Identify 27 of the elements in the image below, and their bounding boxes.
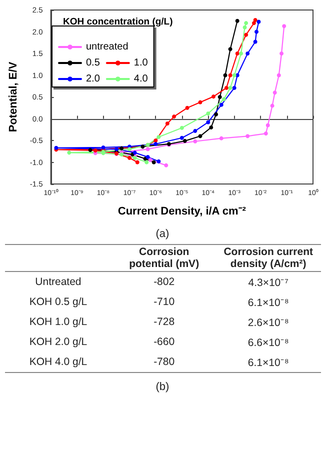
text: 4.3×10⁻⁷ [248, 277, 288, 289]
text: -710 [154, 296, 175, 308]
text: 6.1×10⁻⁸ [248, 297, 289, 309]
legend-label: 2.0 [86, 74, 100, 84]
text: 6.1×10⁻⁸ [248, 357, 289, 369]
legend-label: 1.0 [134, 58, 148, 68]
legend-label: 4.0 [134, 74, 148, 84]
x-axis-title: Current Density, i/A cm⁻² [118, 206, 246, 218]
text: (b) [154, 381, 170, 393]
legend-title: KOH concentration (g/L) [63, 16, 173, 28]
text: -660 [154, 336, 175, 348]
legend-label: 0.5 [86, 58, 100, 68]
category-label: Corrosion current density (A/cm²) [222, 245, 314, 272]
category-label: KOH 2.0 g/L [29, 336, 88, 348]
legend-label: untreated [86, 42, 128, 52]
text: 2.6×10⁻⁸ [248, 317, 289, 329]
text: (a) [154, 228, 170, 240]
category-label: Corrosion potential (mV) [128, 245, 200, 272]
category-label: KOH 4.0 g/L [29, 356, 88, 368]
category-label: KOH 1.0 g/L [29, 316, 88, 328]
y-axis-title: Potential, E/V [8, 61, 20, 132]
category-label: Untreated [35, 276, 82, 288]
text: -780 [154, 356, 175, 368]
text: -802 [154, 276, 175, 288]
text: -728 [154, 316, 175, 328]
text: 6.6×10⁻⁸ [248, 337, 289, 349]
category-label: KOH 0.5 g/L [29, 296, 88, 308]
